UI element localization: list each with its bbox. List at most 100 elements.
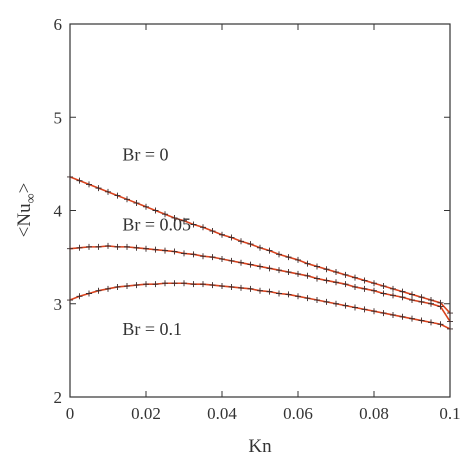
data-point	[304, 295, 311, 302]
data-point	[124, 243, 130, 250]
y-axis-label: <Nu∞>	[14, 183, 39, 238]
data-point	[190, 251, 197, 258]
data-point	[352, 304, 358, 311]
data-point	[304, 260, 311, 267]
data-point	[190, 281, 197, 288]
data-point	[390, 285, 396, 292]
data-point	[380, 290, 387, 297]
data-point	[371, 308, 377, 315]
data-point	[152, 207, 159, 214]
data-point	[152, 281, 159, 288]
data-point	[342, 281, 349, 288]
data-point	[114, 283, 121, 290]
data-point	[276, 267, 282, 274]
data-point	[171, 280, 178, 287]
data-point	[295, 270, 301, 277]
data-point	[228, 283, 235, 290]
data-point	[152, 246, 159, 253]
data-point	[285, 291, 292, 298]
data-point	[133, 282, 140, 289]
data-point	[323, 266, 330, 273]
data-point	[380, 283, 387, 290]
data-point	[399, 313, 406, 320]
tick-labels: 0 0.02 0.04 0.06 0.08 0.1 2 3 4 5 6	[54, 15, 461, 423]
x-tick-label: 0.08	[359, 404, 389, 423]
plot-frame	[69, 23, 451, 398]
data-point	[371, 287, 377, 294]
data-point	[76, 244, 83, 251]
data-point	[437, 321, 444, 328]
x-tick-label: 0	[66, 404, 75, 423]
data-point	[162, 280, 168, 287]
y-tick-label: 3	[54, 295, 63, 314]
data-point	[76, 177, 83, 184]
x-tick-label: 0.1	[439, 404, 460, 423]
data-point	[95, 287, 102, 294]
data-point	[333, 300, 339, 307]
data-point	[171, 248, 178, 255]
y-tick-label: 2	[54, 388, 63, 407]
data-point	[285, 254, 292, 261]
data-point	[333, 269, 339, 276]
data-point	[86, 181, 92, 188]
data-point	[447, 318, 453, 325]
data-point	[257, 244, 263, 251]
data-point	[209, 282, 216, 289]
data-point	[105, 285, 111, 292]
data-point	[428, 300, 434, 307]
data-point	[133, 244, 140, 251]
y-tick-label: 4	[54, 202, 63, 221]
data-point	[124, 196, 130, 203]
data-point	[76, 293, 83, 300]
data-point	[238, 259, 244, 266]
data-point	[304, 272, 311, 279]
data-point	[238, 284, 244, 291]
data-point	[276, 251, 282, 258]
data-point	[95, 243, 102, 250]
data-point	[314, 263, 320, 270]
x-axis-label: Kn	[248, 436, 272, 457]
x-tick-label: 0.04	[207, 404, 237, 423]
data-point	[67, 297, 73, 304]
data-point	[86, 243, 92, 250]
data-point	[105, 242, 111, 249]
data-point	[247, 261, 254, 268]
x-tick-label: 0.06	[283, 404, 313, 423]
data-point	[323, 277, 330, 284]
data-point	[399, 294, 406, 301]
data-point	[209, 228, 216, 235]
data-point	[361, 285, 368, 292]
data-point	[361, 306, 368, 313]
data-point	[219, 231, 225, 238]
data-point	[143, 203, 149, 210]
data-point	[266, 247, 273, 254]
data-point	[333, 279, 339, 286]
data-point	[190, 221, 197, 228]
data-point	[124, 283, 130, 290]
data-point	[181, 217, 187, 224]
data-point	[447, 310, 453, 317]
data-point	[399, 288, 406, 295]
data-point	[285, 269, 292, 276]
data-point	[342, 302, 349, 309]
data-point	[219, 283, 225, 290]
data-point	[219, 255, 225, 262]
data-point	[314, 297, 320, 304]
data-point	[105, 188, 111, 195]
data-point	[409, 315, 415, 322]
annotation-br-0-1: Br = 0.1	[122, 319, 182, 339]
data-point	[67, 245, 73, 252]
data-point	[323, 298, 330, 305]
data-point	[266, 265, 273, 272]
data-point	[276, 290, 282, 297]
data-point	[200, 281, 206, 288]
data-point	[114, 243, 121, 250]
data-point	[200, 253, 206, 260]
y-tick-label: 6	[54, 15, 63, 34]
data-point	[390, 311, 396, 318]
data-point	[114, 192, 121, 199]
axis-ticks	[69, 23, 451, 398]
data-point	[133, 200, 140, 207]
data-point	[361, 277, 368, 284]
data-point	[352, 283, 358, 290]
